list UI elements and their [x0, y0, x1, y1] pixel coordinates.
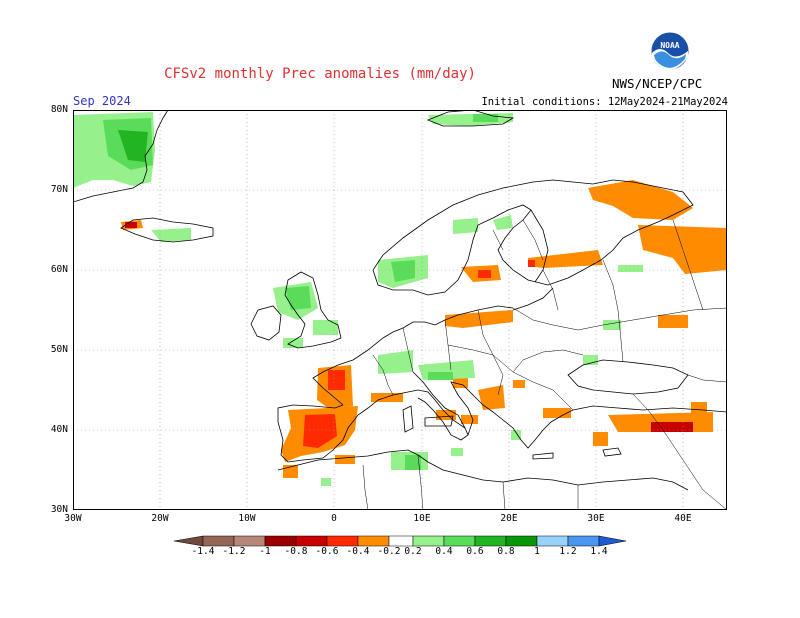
- noaa-logo: NOAA: [650, 31, 690, 71]
- colorbar-label: 1: [534, 546, 540, 557]
- colorbar-label: 1.2: [559, 546, 577, 557]
- lon-label-0: 0: [331, 513, 337, 524]
- valid-month-label: Sep 2024: [73, 94, 131, 108]
- precip-anomaly-map: [72, 109, 728, 511]
- colorbar-label: -0.4: [346, 546, 370, 557]
- organization-label: NWS/NCEP/CPC: [612, 76, 703, 91]
- colorbar-label: 0.8: [497, 546, 515, 557]
- initial-conditions-label: Initial conditions: 12May2024-21May2024: [481, 96, 728, 108]
- lon-label-20e: 20E: [500, 513, 518, 524]
- lat-label-40n: 40N: [50, 424, 68, 435]
- colorbar-label: -1: [259, 546, 271, 557]
- colorbar-label: -1.4: [191, 546, 215, 557]
- lat-label-30n: 30N: [50, 504, 68, 515]
- positive-anomaly-areas: [73, 112, 643, 486]
- lon-label-40e: 40E: [674, 513, 692, 524]
- lon-label-30w: 30W: [64, 513, 82, 524]
- lon-label-10w: 10W: [238, 513, 256, 524]
- colorbar-label: 0.4: [435, 546, 453, 557]
- lon-label-20w: 20W: [151, 513, 169, 524]
- colorbar-label: 1.4: [590, 546, 608, 557]
- lat-label-70n: 70N: [50, 184, 68, 195]
- lat-label-50n: 50N: [50, 344, 68, 355]
- colorbar-label: -0.6: [315, 546, 339, 557]
- lon-label-10e: 10E: [413, 513, 431, 524]
- colorbar-label: -0.2: [377, 546, 401, 557]
- graticule: [73, 110, 727, 510]
- colorbar-label: -1.2: [222, 546, 246, 557]
- colorbar-label: -0.8: [284, 546, 308, 557]
- colorbar-label: 0.6: [466, 546, 484, 557]
- colorbar-label: 0.2: [404, 546, 422, 557]
- lat-label-60n: 60N: [50, 264, 68, 275]
- lon-label-30e: 30E: [587, 513, 605, 524]
- logo-text: NOAA: [660, 41, 679, 50]
- colorbar: [170, 533, 630, 547]
- negative-anomaly-areas: [121, 180, 727, 478]
- coastlines: [72, 109, 728, 491]
- map-title: CFSv2 monthly Prec anomalies (mm/day): [164, 66, 476, 82]
- country-borders: [362, 219, 728, 511]
- lat-label-80n: 80N: [50, 104, 68, 115]
